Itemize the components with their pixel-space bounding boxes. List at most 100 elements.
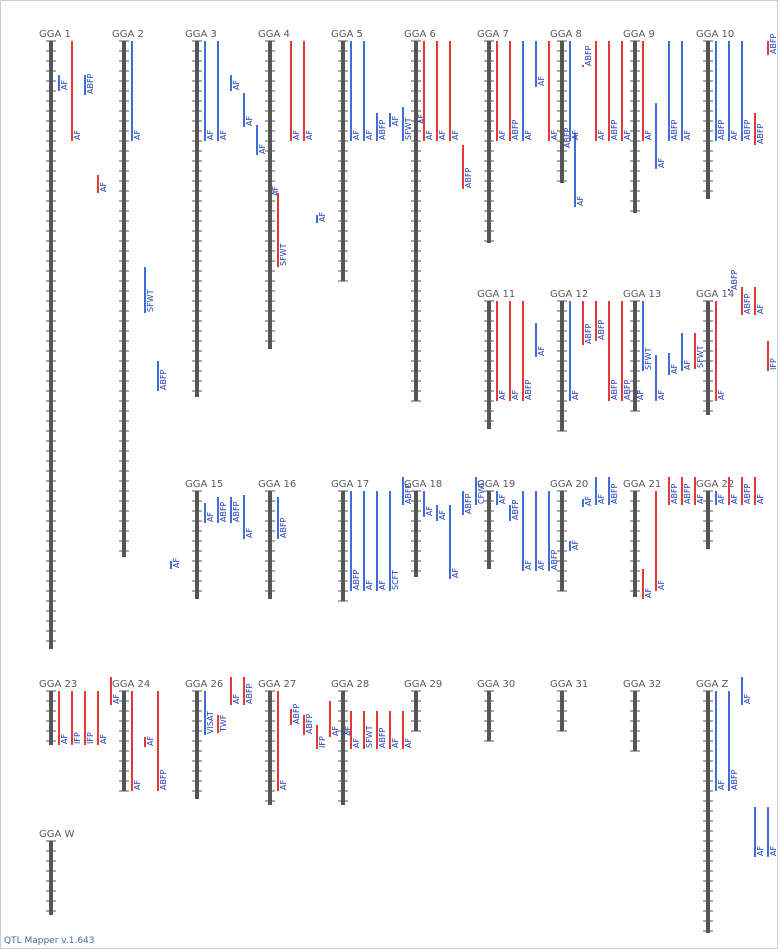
chromosome-gga-30[interactable]: GGA 30 (477, 679, 515, 742)
qtl-interval[interactable]: ABFP (728, 691, 739, 791)
qtl-interval[interactable]: ABFP (548, 491, 559, 571)
qtl-interval[interactable]: ABFP (582, 301, 593, 345)
qtl-interval[interactable]: ABFP (608, 477, 619, 505)
qtl-interval[interactable]: AF (389, 113, 400, 127)
qtl-interval[interactable]: ABFP (668, 477, 679, 505)
qtl-interval[interactable]: ABFP (767, 33, 777, 55)
qtl-interval[interactable]: AF (715, 691, 726, 791)
qtl-interval[interactable]: ABFP (230, 497, 241, 523)
qtl-interval[interactable]: AF (71, 41, 82, 141)
qtl-interval[interactable]: AF (535, 41, 546, 87)
qtl-interval[interactable]: AF (574, 133, 585, 207)
chromosome-gga-13[interactable]: GGA 13 SFWT AF AF AF SFWT (623, 289, 705, 412)
qtl-interval[interactable]: AF (277, 691, 288, 791)
qtl-interval[interactable]: AF (58, 691, 69, 745)
qtl-interval[interactable]: ABFP (741, 287, 752, 315)
qtl-interval[interactable]: AF (350, 711, 361, 749)
qtl-interval[interactable]: AF (715, 301, 726, 401)
qtl-interval[interactable]: AF (754, 477, 765, 505)
qtl-interval[interactable]: AF (170, 558, 181, 569)
qtl-interval[interactable]: AF (668, 353, 679, 375)
qtl-interval[interactable]: AF (389, 711, 400, 749)
qtl-interval[interactable]: AF (569, 301, 580, 401)
qtl-interval[interactable]: AF (97, 175, 108, 193)
qtl-interval[interactable]: AF (230, 75, 241, 91)
qtl-interval[interactable]: SFWT (363, 711, 374, 749)
qtl-interval[interactable]: IFP (84, 691, 95, 745)
chromosome-gga-16[interactable]: GGA 16 ABFP (258, 479, 296, 599)
qtl-interval[interactable]: AF (303, 41, 314, 141)
chromosome-gga-z[interactable]: GGA Z AF ABFP AF AF AF (696, 677, 777, 933)
chromosome-gga-14[interactable]: GGA 14 AF ABFP ABFP AF IFP (696, 269, 777, 415)
chromosome-gga-32[interactable]: GGA 32 (623, 679, 661, 752)
qtl-interval[interactable]: AF (131, 691, 142, 791)
qtl-interval[interactable]: ABFP (582, 45, 593, 67)
qtl-interval[interactable]: AF (144, 736, 155, 747)
qtl-interval[interactable]: AF (767, 807, 777, 857)
qtl-interval[interactable]: AF (522, 41, 533, 141)
qtl-interval[interactable]: AF (423, 491, 434, 517)
qtl-interval[interactable]: ABFP (509, 499, 520, 521)
qtl-interval[interactable]: AF (110, 677, 121, 705)
qtl-interval[interactable]: TWF (217, 714, 228, 733)
qtl-interval[interactable]: ABFP (402, 477, 413, 505)
qtl-interval[interactable]: AF (655, 355, 666, 401)
chromosome-gga-26[interactable]: GGA 26 VISAT TWF AF ABFP (185, 677, 254, 799)
qtl-interval[interactable]: IFP (71, 691, 82, 745)
chromosome-gga-w[interactable]: GGA W (39, 829, 75, 915)
qtl-interval[interactable]: AF (316, 212, 327, 223)
qtl-interval[interactable]: AF (496, 491, 507, 505)
qtl-interval[interactable]: AF (728, 477, 739, 505)
qtl-interval[interactable]: AF (256, 125, 267, 155)
qtl-interval[interactable]: AF (728, 41, 739, 141)
qtl-interval[interactable]: AF (204, 41, 215, 141)
qtl-interval[interactable]: VISAT (204, 691, 215, 735)
qtl-interval[interactable]: AF (595, 41, 606, 141)
qtl-interval[interactable]: AF (535, 491, 546, 571)
qtl-interval[interactable]: SFWT (642, 301, 653, 371)
chromosome-gga-22[interactable]: GGA 22 AF AF ABFP AF (696, 477, 765, 549)
chromosome-gga-11[interactable]: GGA 11 AF AF ABFP AF (477, 289, 546, 429)
qtl-interval[interactable]: AF (58, 75, 69, 91)
qtl-interval[interactable]: AF (423, 41, 434, 141)
chromosome-gga-19[interactable]: GGA 19 AF ABFP AF AF ABFP (477, 479, 559, 571)
chromosome-gga-9[interactable]: GGA 9 AF AF ABFP AF (623, 29, 692, 213)
qtl-interval[interactable]: AF (131, 41, 142, 141)
qtl-interval[interactable]: AF (509, 301, 520, 401)
qtl-interval[interactable]: AF (363, 41, 374, 141)
chromosome-gga-15[interactable]: GGA 15 AF ABFP ABFP AF (185, 479, 254, 599)
qtl-interval[interactable]: ABFP (595, 301, 606, 341)
qtl-interval[interactable]: ABFP (741, 41, 752, 141)
qtl-interval[interactable]: ABFP (290, 703, 301, 725)
qtl-interval[interactable]: AF (329, 701, 340, 737)
chromosome-gga-12[interactable]: GGA 12 AF ABFP ABFP ABFP ABFP AF (550, 289, 645, 432)
qtl-interval[interactable]: ABFP (741, 477, 752, 505)
qtl-interval[interactable]: AF (522, 491, 533, 571)
qtl-interval[interactable]: IFP (767, 341, 777, 371)
qtl-interval[interactable]: AF (642, 41, 653, 141)
qtl-interval[interactable]: ABFP (157, 361, 168, 391)
qtl-interval[interactable]: CFWD (475, 477, 486, 505)
chromosome-gga-6[interactable]: GGA 6 AF AF AF ABFP (404, 29, 473, 402)
qtl-interval[interactable]: AF (204, 503, 215, 523)
qtl-interval[interactable]: AF (402, 711, 413, 749)
qtl-interval[interactable]: ABFP (84, 73, 95, 95)
qtl-interval[interactable]: AF (436, 41, 447, 141)
qtl-interval[interactable]: AF (595, 477, 606, 505)
qtl-interval[interactable]: AF (217, 41, 228, 141)
qtl-interval[interactable]: ABFP (715, 41, 726, 141)
qtl-interval[interactable]: AF (449, 505, 460, 579)
qtl-interval[interactable]: AF (621, 41, 632, 141)
qtl-interval[interactable]: AF (243, 495, 254, 539)
qtl-interval[interactable]: SFWT (277, 193, 288, 267)
qtl-interval[interactable]: AF (548, 41, 559, 141)
qtl-interval[interactable]: ABFP (608, 41, 619, 141)
chromosome-gga-23[interactable]: GGA 23 AF IFP IFP AF AF (39, 677, 121, 745)
qtl-interval[interactable]: AF (496, 41, 507, 141)
qtl-interval[interactable]: AF (449, 41, 460, 141)
qtl-interval[interactable]: ABFP (277, 497, 288, 539)
qtl-interval[interactable]: ABFP (608, 301, 619, 401)
qtl-interval[interactable]: AF (754, 287, 765, 315)
